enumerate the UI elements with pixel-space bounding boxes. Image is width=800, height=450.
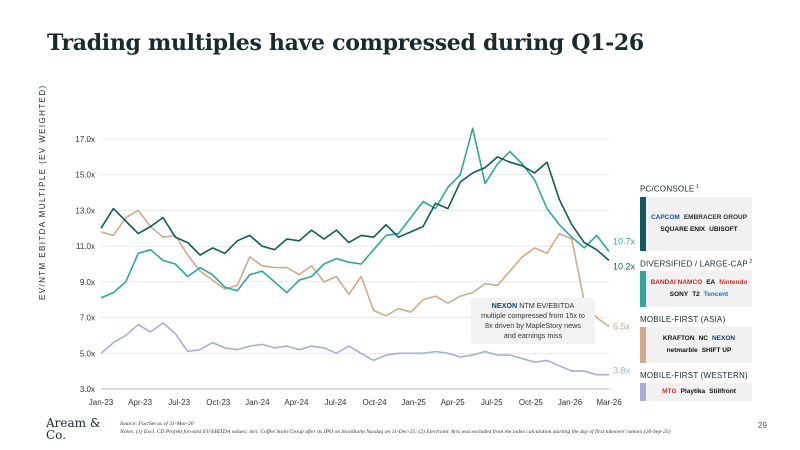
company-logo: Stillfront	[709, 388, 736, 396]
y-tick-label: 9.0x	[80, 278, 95, 287]
series-line	[100, 127, 610, 299]
footer-notes: Source: FactSet as of 31-Mar-26 Notes: (…	[120, 420, 670, 436]
company-logo: NC	[698, 335, 708, 343]
company-logo: UBISOFT	[709, 225, 738, 233]
x-tick-label: Jul-24	[325, 398, 347, 407]
callout-line2: multiple compressed from 15x to	[481, 311, 585, 320]
x-tick-label: Oct-25	[519, 398, 544, 407]
legend-group: DIVERSIFIED / LARGE-CAP 2 BANDAI NAMCO EA N…	[640, 259, 752, 308]
footnotes: Notes: (1) Excl. CD Projekt forward EV/E…	[120, 429, 671, 435]
logo-line2: Co.	[46, 428, 67, 442]
company-logo: EA	[706, 279, 716, 287]
series-line	[100, 322, 609, 376]
callout-line1: NTM EV/EBITDA	[519, 301, 575, 310]
company-logo: Playtika	[680, 388, 706, 396]
y-tick-label: 3.0x	[80, 385, 95, 394]
company-logo: NEXON	[711, 335, 736, 343]
company-logo: KRAFTON	[662, 335, 695, 343]
x-tick-label: Jan-24	[245, 398, 270, 407]
company-logo: EMBRACER GROUP	[683, 213, 748, 221]
callout-brand: NEXON	[491, 301, 518, 310]
series-line	[100, 209, 610, 328]
legend-groups: PC/CONSOLE 1 CAPCOM EMBRACER GROUP SQUARE E…	[640, 184, 752, 409]
series-end-label: 10.2x	[613, 261, 636, 271]
footnote-marker: 1	[694, 184, 700, 190]
footer-logo: Aream & Co.	[46, 417, 101, 441]
company-logo: SQUARE ENIX	[660, 225, 706, 233]
x-tick-label: Oct-24	[363, 398, 388, 407]
page-number: 29	[758, 421, 767, 430]
x-tick-label: Jul-23	[168, 398, 190, 407]
y-axis-label: EV/NTM EBITDA MULTIPLE (EV WEIGHTED)	[38, 84, 47, 300]
series-end-label: 6.5x	[613, 322, 631, 332]
x-tick-label: Jan-25	[401, 398, 426, 407]
y-tick-label: 13.0x	[75, 206, 95, 215]
group-color-bar	[640, 271, 646, 308]
x-tick-label: Jan-23	[89, 398, 114, 407]
company-logo: BANDAI NAMCO	[650, 279, 703, 287]
source-note: Source: FactSet as of 31-Mar-26	[120, 421, 194, 427]
x-tick-label: Jan-26	[558, 398, 583, 407]
legend-group: MOBILE-FIRST (ASIA) KRAFTON NC NEXON netmarb…	[640, 315, 752, 364]
callout-line3: 8x driven by MapleStory news	[485, 321, 581, 330]
group-logos: BANDAI NAMCO EA Nintendo SONY T2 Tencent	[646, 271, 752, 308]
page-title: Trading multiples have compressed during…	[47, 30, 644, 56]
y-tick-label: 5.0x	[80, 349, 95, 358]
nexon-callout: NEXON NTM EV/EBITDA multiple compressed …	[471, 298, 595, 344]
company-logo: SHIFT UP	[701, 347, 732, 355]
group-color-bar	[640, 196, 646, 251]
logo-line1: Aream &	[46, 416, 101, 430]
group-title: MOBILE-FIRST (ASIA)	[640, 315, 726, 325]
callout-line4: and earnings miss	[503, 331, 563, 340]
legend-group: MOBILE-FIRST (WESTERN) MTG Playtika Stillfr…	[640, 371, 752, 402]
company-logo: Tencent	[703, 291, 729, 299]
company-logo: netmarble	[666, 347, 698, 355]
y-tick-label: 17.0x	[75, 135, 95, 144]
x-tick-label: Jul-25	[481, 398, 503, 407]
legend-group: PC/CONSOLE 1 CAPCOM EMBRACER GROUP SQUARE E…	[640, 184, 752, 251]
series-end-label: 10.7x	[613, 237, 636, 247]
group-logos: MTG Playtika Stillfront	[646, 383, 752, 402]
group-title: MOBILE-FIRST (WESTERN)	[640, 371, 748, 381]
series-end-label: 3.8x	[613, 366, 631, 376]
group-box: CAPCOM EMBRACER GROUP SQUARE ENIX UBISOFT	[640, 196, 752, 251]
x-tick-label: Apr-24	[284, 398, 309, 407]
company-logo: Nintendo	[719, 279, 748, 287]
y-tick-label: 11.0x	[76, 242, 95, 251]
y-tick-label: 7.0x	[80, 314, 95, 323]
group-title: DIVERSIFIED / LARGE-CAP 2	[640, 258, 753, 269]
company-logo: T2	[692, 291, 700, 299]
x-tick-label: Oct-23	[206, 398, 231, 407]
x-tick-label: Apr-25	[441, 398, 466, 407]
group-box: BANDAI NAMCO EA Nintendo SONY T2 Tencent	[640, 271, 752, 308]
x-tick-label: Mar-26	[596, 398, 622, 407]
group-color-bar	[640, 327, 646, 364]
group-color-bar	[640, 383, 646, 402]
group-box: KRAFTON NC NEXON netmarble SHIFT UP	[640, 327, 752, 364]
company-logo: CAPCOM	[650, 213, 680, 221]
x-tick-label: Apr-23	[128, 398, 153, 407]
group-box: MTG Playtika Stillfront	[640, 383, 752, 402]
group-logos: CAPCOM EMBRACER GROUP SQUARE ENIX UBISOFT	[646, 196, 752, 251]
company-logo: SONY	[669, 291, 689, 299]
y-tick-label: 15.0x	[75, 171, 95, 180]
group-logos: KRAFTON NC NEXON netmarble SHIFT UP	[646, 327, 752, 364]
footnote-marker: 2	[747, 258, 753, 265]
group-title: PC/CONSOLE 1	[640, 184, 700, 194]
company-logo: MTG	[662, 388, 677, 396]
series-line	[100, 156, 610, 262]
